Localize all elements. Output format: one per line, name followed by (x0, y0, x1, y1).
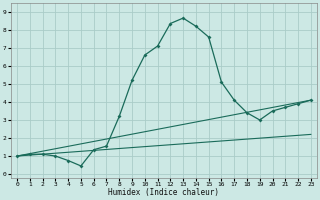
X-axis label: Humidex (Indice chaleur): Humidex (Indice chaleur) (108, 188, 220, 197)
